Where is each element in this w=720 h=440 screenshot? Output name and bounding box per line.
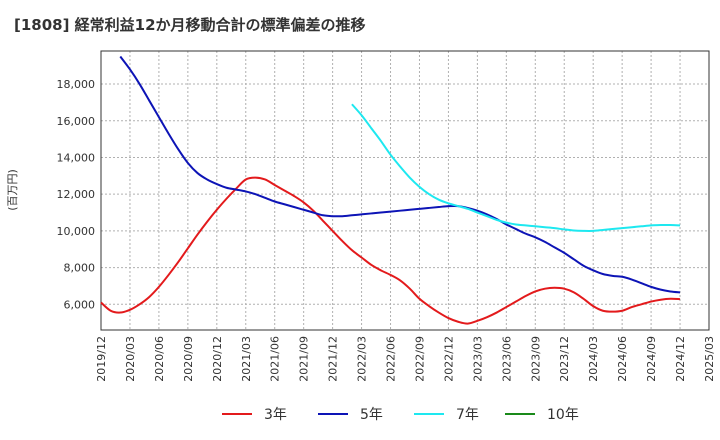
x-tick-label: 2021/03 bbox=[240, 336, 253, 382]
x-tick-label: 2019/12 bbox=[95, 336, 108, 382]
legend-label-0: 3年 bbox=[264, 407, 287, 423]
legend: 3年 5年 7年 10年 bbox=[222, 407, 579, 423]
x-tick-label: 2023/06 bbox=[500, 336, 513, 382]
x-tick-label: 2024/09 bbox=[645, 336, 658, 382]
y-tick-label: 14,000 bbox=[57, 151, 96, 164]
y-tick-label: 10,000 bbox=[57, 225, 96, 238]
y-tick-label: 16,000 bbox=[57, 115, 96, 128]
grid bbox=[100, 51, 710, 330]
y-axis-ticks: 6,000 8,000 10,000 12,000 14,000 16,000 18,000 bbox=[57, 78, 96, 311]
series-line-0 bbox=[100, 176, 681, 325]
y-tick-label: 12,000 bbox=[57, 188, 96, 201]
plot-frame bbox=[100, 50, 710, 331]
x-tick-label: 2025/03 bbox=[703, 336, 716, 382]
series-layer bbox=[100, 55, 681, 325]
x-tick-label: 2023/12 bbox=[558, 336, 571, 382]
series-line-2 bbox=[351, 103, 681, 232]
y-tick-label: 8,000 bbox=[64, 262, 96, 275]
legend-label-3: 10年 bbox=[547, 407, 579, 423]
x-tick-label: 2021/06 bbox=[269, 336, 282, 382]
x-tick-label: 2020/06 bbox=[153, 336, 166, 382]
x-tick-label: 2021/12 bbox=[327, 336, 340, 382]
legend-label-2: 7年 bbox=[456, 407, 479, 423]
chart-title: [1808] 経常利益12か月移動合計の標準偏差の推移 bbox=[14, 16, 366, 34]
x-tick-label: 2022/03 bbox=[356, 336, 369, 382]
y-tick-label: 6,000 bbox=[64, 298, 96, 311]
x-axis-ticks: 2019/12 2020/03 2020/06 2020/09 2020/12 2021/… bbox=[95, 336, 716, 382]
x-tick-label: 2022/12 bbox=[442, 336, 455, 382]
x-tick-label: 2024/12 bbox=[674, 336, 687, 382]
x-tick-label: 2022/09 bbox=[413, 336, 426, 382]
y-axis-label: (百万円) bbox=[6, 169, 19, 211]
x-tick-label: 2020/12 bbox=[211, 336, 224, 382]
x-tick-label: 2024/03 bbox=[587, 336, 600, 382]
x-tick-label: 2023/09 bbox=[529, 336, 542, 382]
y-tick-label: 18,000 bbox=[57, 78, 96, 91]
x-tick-label: 2020/03 bbox=[124, 336, 137, 382]
x-tick-label: 2024/06 bbox=[616, 336, 629, 382]
series-line-1 bbox=[119, 55, 681, 294]
x-tick-label: 2020/09 bbox=[182, 336, 195, 382]
x-tick-label: 2021/09 bbox=[298, 336, 311, 382]
x-tick-label: 2022/06 bbox=[385, 336, 398, 382]
x-tick-label: 2023/03 bbox=[471, 336, 484, 382]
legend-label-1: 5年 bbox=[360, 407, 383, 423]
